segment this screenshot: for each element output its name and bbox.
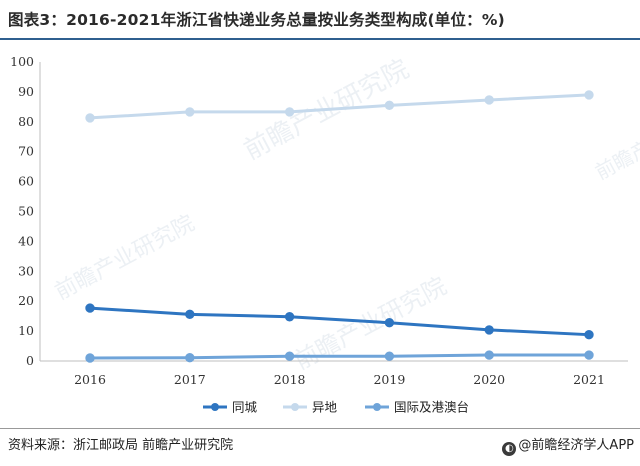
y-tick-label: 30 <box>18 263 34 278</box>
x-tick-label: 2017 <box>174 372 206 387</box>
y-tick-label: 40 <box>18 233 34 248</box>
data-point <box>584 350 594 360</box>
data-point <box>384 100 395 111</box>
data-point <box>85 303 95 313</box>
data-point <box>384 351 395 361</box>
legend-label: 异地 <box>312 400 338 415</box>
data-point <box>284 107 295 117</box>
x-axis: 2016 2017 2018 2019 2020 2021 <box>40 360 628 387</box>
y-tick-label: 10 <box>18 323 34 338</box>
legend-swatch-marker <box>373 403 381 411</box>
x-tick-label: 2018 <box>274 372 306 387</box>
legend-swatch-marker <box>291 403 299 411</box>
data-point <box>284 312 295 322</box>
data-point <box>484 350 494 360</box>
legend-item: 异地 <box>283 400 338 415</box>
series-line <box>89 353 589 360</box>
series-异地 <box>85 90 594 123</box>
series-line <box>89 93 590 120</box>
legend-label: 同城 <box>232 400 258 415</box>
data-point <box>284 351 295 361</box>
watermark-text: 前瞻产业研究院 <box>51 211 199 305</box>
x-tick-label: 2021 <box>573 372 605 387</box>
y-axis: 0 10 20 30 40 50 60 70 80 90 100 <box>10 54 41 368</box>
data-point <box>185 107 195 117</box>
data-point <box>484 325 494 335</box>
watermark-text: 前瞻产业研究院 <box>290 272 451 376</box>
data-point <box>85 113 95 123</box>
data-point <box>185 309 195 320</box>
watermark-text: 前瞻产业研究院 <box>591 97 640 184</box>
series-同城 <box>85 303 594 340</box>
series-国际及港澳台 <box>85 350 594 363</box>
data-point <box>185 353 195 363</box>
y-tick-label: 70 <box>18 144 34 159</box>
x-tick-label: 2020 <box>473 372 505 387</box>
legend: 同城 异地 国际及港澳台 <box>203 400 469 415</box>
chart-title: 图表3：2016-2021年浙江省快递业务总量按业务类型构成(单位：%) <box>8 11 505 29</box>
source-note: 资料来源：浙江邮政局 前瞻产业研究院 <box>8 438 234 453</box>
y-tick-label: 100 <box>10 54 34 69</box>
brand-logo-icon: ◐ <box>502 442 517 456</box>
data-point <box>484 95 494 105</box>
data-point <box>384 318 395 328</box>
data-point <box>85 353 95 363</box>
y-tick-label: 20 <box>18 293 34 308</box>
y-tick-label: 0 <box>26 353 34 368</box>
x-tick-label: 2016 <box>74 372 106 387</box>
x-tick-label: 2019 <box>373 372 405 387</box>
legend-label: 国际及港澳台 <box>394 400 469 415</box>
title-divider <box>0 38 640 40</box>
series-line <box>89 306 590 337</box>
y-tick-label: 80 <box>18 114 34 129</box>
legend-item: 国际及港澳台 <box>365 400 469 415</box>
brand-credit-text: @前瞻经济学人APP <box>518 438 634 453</box>
data-point <box>584 90 594 100</box>
footer-divider <box>0 428 640 429</box>
data-point <box>584 329 594 340</box>
y-tick-label: 60 <box>18 174 34 189</box>
y-tick-label: 90 <box>18 84 34 99</box>
legend-item: 同城 <box>203 400 258 415</box>
legend-swatch-marker <box>211 403 219 411</box>
series-lines <box>85 90 594 363</box>
brand-credit: ◐ @前瞻经济学人APP <box>502 434 634 456</box>
y-tick-label: 50 <box>18 204 34 219</box>
